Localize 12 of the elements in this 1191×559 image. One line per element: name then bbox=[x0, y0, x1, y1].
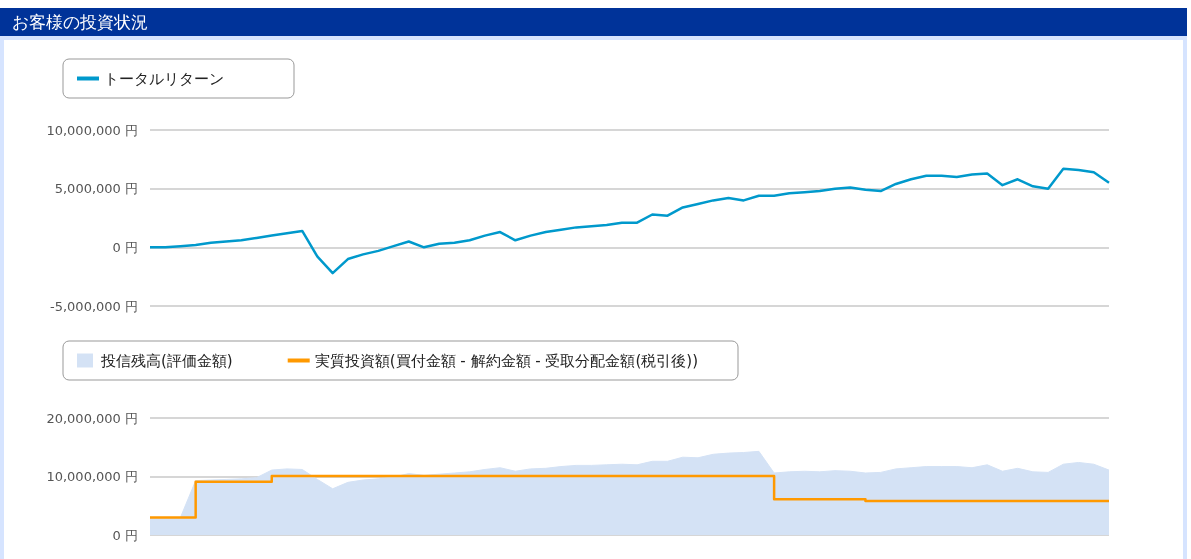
y-tick-label: 0 円 bbox=[112, 239, 138, 255]
y-tick-label: -5,000,000 円 bbox=[50, 298, 138, 314]
y-tick-label: 5,000,000 円 bbox=[54, 181, 138, 197]
legend-label: トータルリターン bbox=[104, 69, 224, 88]
legend-label: 投信残高(評価金額) bbox=[100, 351, 233, 370]
y-tick-label: 20,000,000 円 bbox=[46, 410, 138, 426]
y-tick-label: 10,000,000 円 bbox=[46, 469, 138, 484]
y-tick-label: 0 円 bbox=[112, 527, 138, 543]
line-series bbox=[148, 167, 1111, 275]
chart-title: お客様の投資状況 bbox=[0, 8, 1187, 36]
legend-label: 実質投資額(買付金額 - 解約金額 - 受取分配金額(税引後)) bbox=[314, 351, 699, 370]
y-tick-label: 10,000,000 円 bbox=[46, 122, 138, 138]
